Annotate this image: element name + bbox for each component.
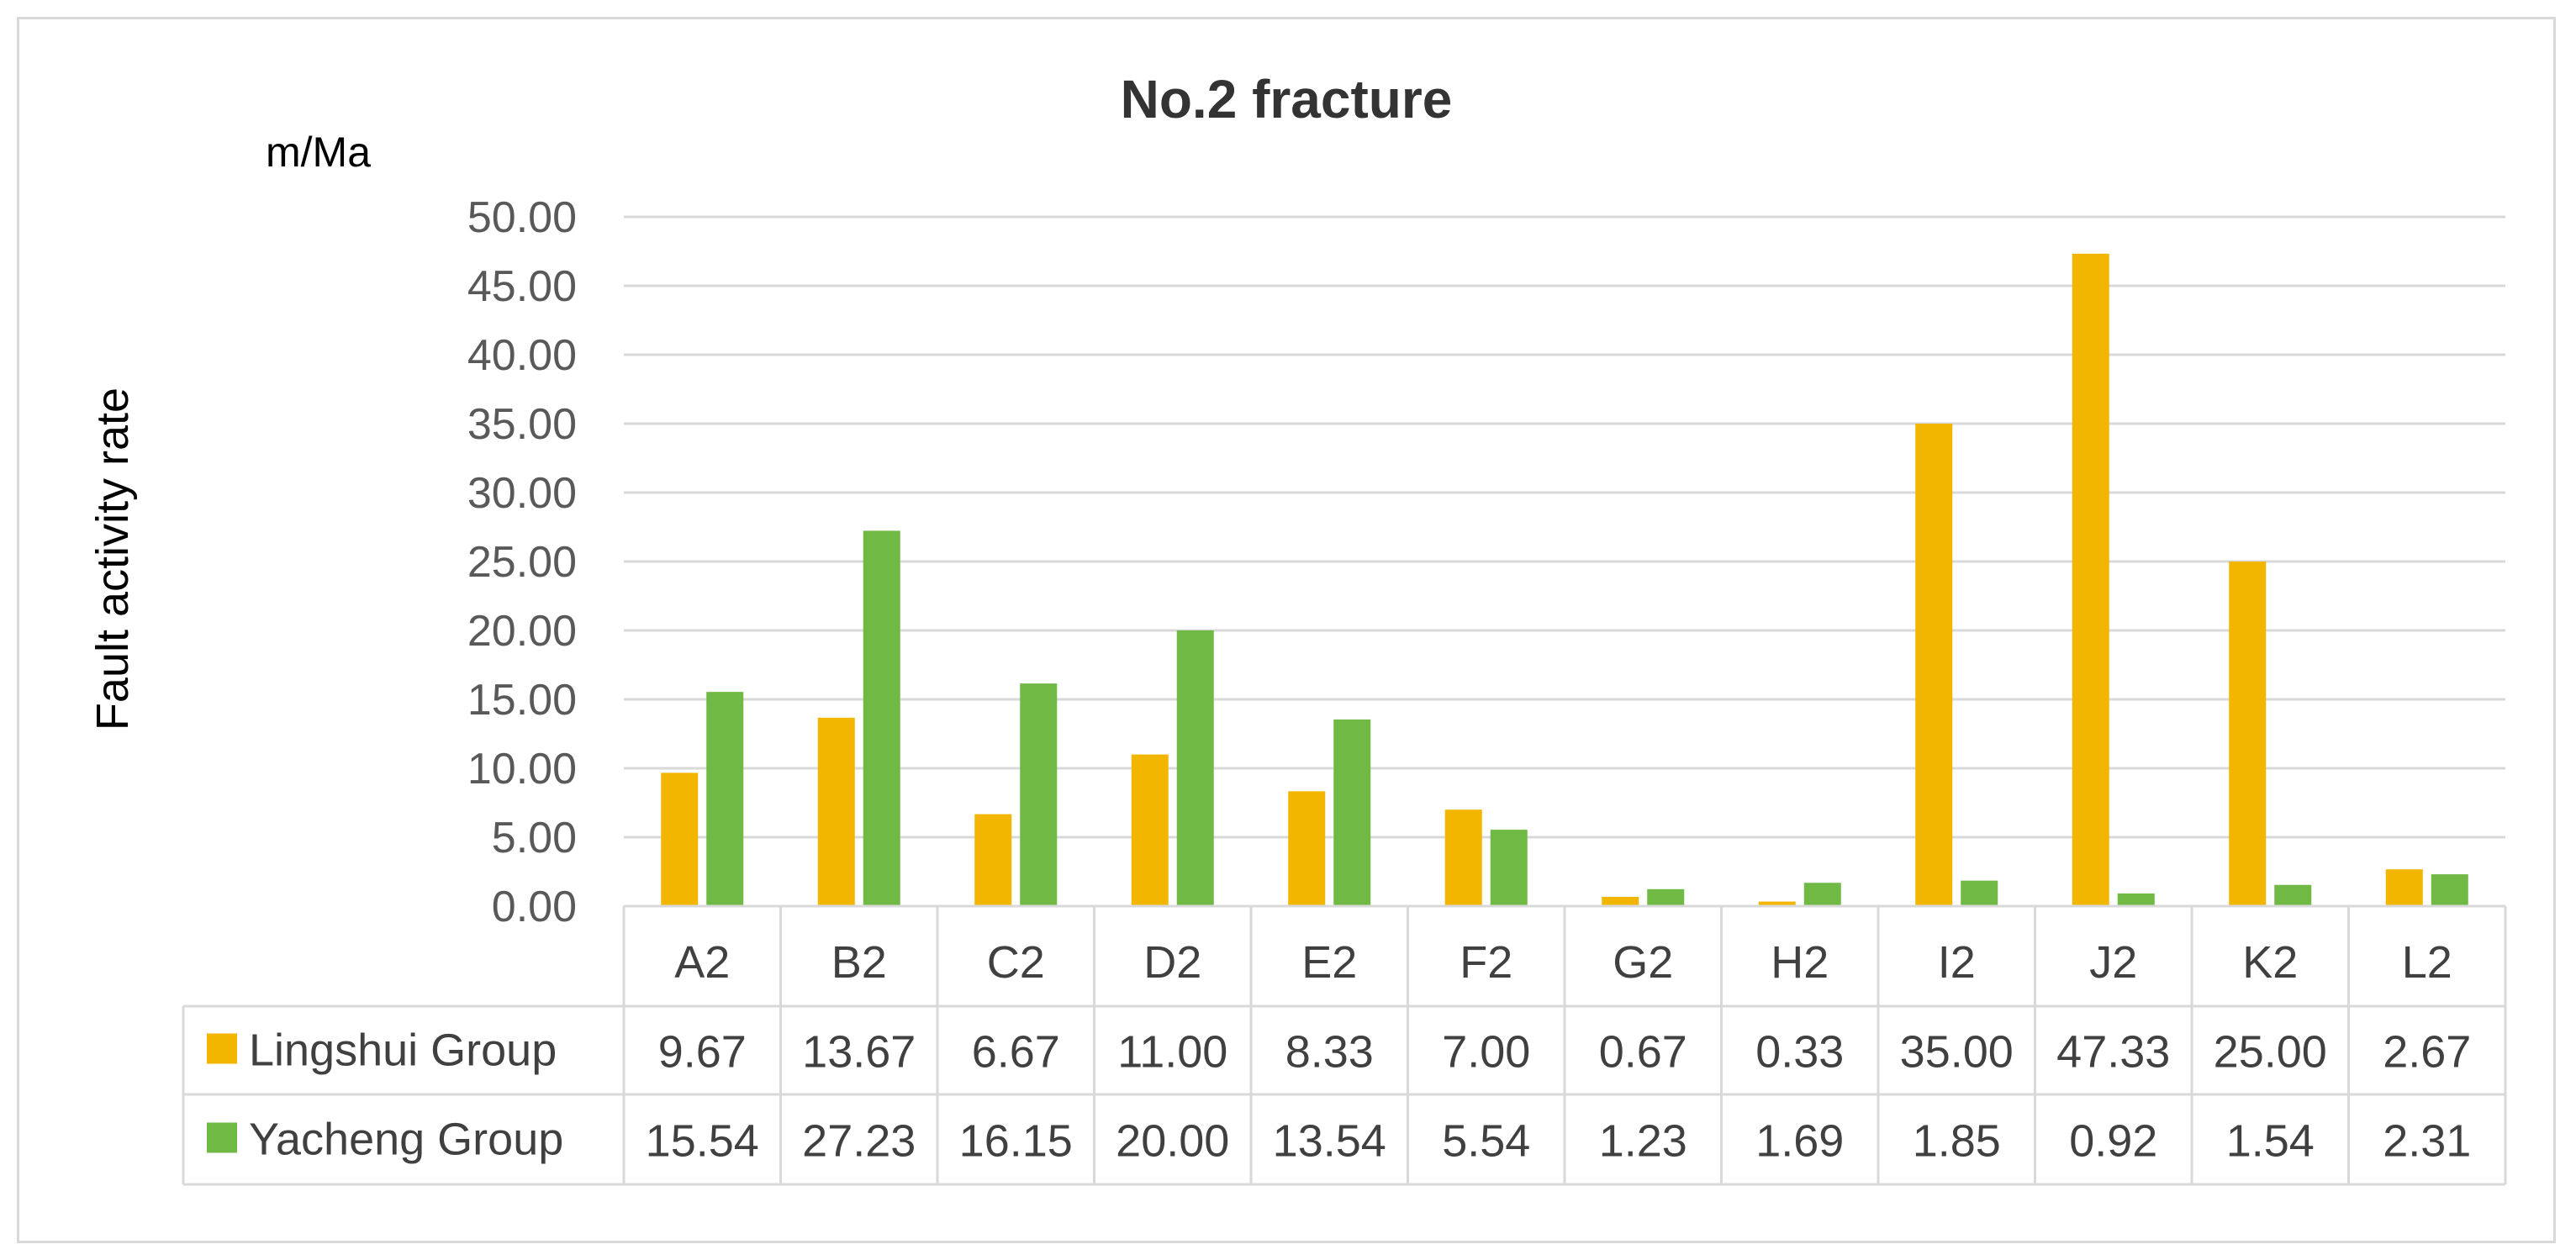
y-tick-label: 20.00 <box>467 607 577 656</box>
bar-yacheng-h2 <box>1803 883 1841 906</box>
category-label: G2 <box>1613 937 1673 988</box>
bar-yacheng-c2 <box>1020 683 1058 906</box>
table-cell-value: 7.00 <box>1442 1027 1530 1078</box>
bar-yacheng-f2 <box>1490 830 1528 906</box>
category-label: B2 <box>831 937 887 988</box>
y-unit-label: m/Ma <box>266 129 371 176</box>
category-label: L2 <box>2402 937 2452 988</box>
table-cell-value: 8.33 <box>1285 1027 1374 1078</box>
table-cell-value: 1.54 <box>2226 1116 2315 1167</box>
table-cell-value: 27.23 <box>802 1116 916 1167</box>
bar-yacheng-k2 <box>2274 884 2312 906</box>
bar-lingshui-e2 <box>1288 791 1326 906</box>
y-tick-label: 45.00 <box>467 262 577 311</box>
table-cell-value: 0.67 <box>1599 1027 1687 1078</box>
y-tick-label: 5.00 <box>492 814 577 862</box>
bar-lingshui-g2 <box>1602 897 1639 906</box>
legend-series-name: Lingshui Group <box>249 1025 557 1076</box>
table-cell-value: 15.54 <box>646 1116 759 1167</box>
bar-yacheng-j2 <box>2117 893 2155 906</box>
bar-lingshui-b2 <box>817 717 855 906</box>
y-tick-label: 0.00 <box>492 883 577 931</box>
legend-swatch <box>207 1033 237 1064</box>
table-cell-value: 35.00 <box>1900 1027 2014 1078</box>
table-cell-value: 13.54 <box>1273 1116 1386 1167</box>
table-cell-value: 6.67 <box>972 1027 1060 1078</box>
bar-lingshui-h2 <box>1758 901 1796 906</box>
legend-series-name: Yacheng Group <box>249 1115 563 1165</box>
y-tick-label: 35.00 <box>467 400 577 449</box>
y-tick-label: 50.00 <box>467 193 577 242</box>
category-label: E2 <box>1301 937 1357 988</box>
bar-yacheng-i2 <box>1961 880 1998 906</box>
bar-lingshui-j2 <box>2072 253 2109 907</box>
table-cell-value: 16.15 <box>959 1116 1073 1167</box>
table-cell-value: 20.00 <box>1116 1116 1229 1167</box>
category-label: K2 <box>2242 937 2298 988</box>
bar-yacheng-d2 <box>1176 630 1214 906</box>
category-label: D2 <box>1143 937 1201 988</box>
table-cell-value: 0.33 <box>1755 1027 1844 1078</box>
category-label: C2 <box>987 937 1045 988</box>
y-tick-label: 40.00 <box>467 331 577 380</box>
bar-lingshui-i2 <box>1915 424 1953 906</box>
bar-yacheng-b2 <box>863 530 900 906</box>
table-cell-value: 2.67 <box>2383 1027 2471 1078</box>
bar-lingshui-f2 <box>1444 809 1482 906</box>
table-cell-value: 13.67 <box>802 1027 916 1078</box>
y-tick-label: 30.00 <box>467 469 577 518</box>
bar-yacheng-a2 <box>706 692 744 906</box>
category-label: J2 <box>2089 937 2137 988</box>
table-cell-value: 47.33 <box>2056 1027 2170 1078</box>
category-label: H2 <box>1771 937 1829 988</box>
y-tick-label: 10.00 <box>467 745 577 793</box>
bars <box>661 253 2468 907</box>
bar-lingshui-l2 <box>2385 869 2423 906</box>
table-cell-value: 5.54 <box>1442 1116 1530 1167</box>
bar-lingshui-c2 <box>974 814 1012 906</box>
table-cell-value: 2.31 <box>2383 1116 2471 1167</box>
y-tick-labels: 0.00 5.00 10.00 15.00 20.00 25.00 30.00 35.00 40… <box>467 193 577 931</box>
bar-lingshui-a2 <box>661 772 699 906</box>
category-label: F2 <box>1460 937 1512 988</box>
bar-yacheng-l2 <box>2431 874 2468 906</box>
data-table: A2 B2 C2 D2 E2 F2 G2 H2 I2 J2 K2 L2 Lingshui Group 9.… <box>182 904 2507 1186</box>
table-cell-value: 1.23 <box>1599 1116 1687 1167</box>
chart-title: No.2 fracture <box>1121 69 1453 129</box>
table-cell-value: 25.00 <box>2214 1027 2327 1078</box>
table-cell-value: 11.00 <box>1117 1027 1227 1078</box>
bar-yacheng-g2 <box>1647 888 1685 906</box>
y-tick-label: 25.00 <box>467 538 577 587</box>
legend-swatch <box>207 1122 237 1153</box>
table-cell-value: 1.85 <box>1913 1116 2001 1167</box>
table-cell-value: 9.67 <box>658 1027 747 1078</box>
category-label: I2 <box>1938 937 1976 988</box>
bar-lingshui-d2 <box>1131 754 1169 906</box>
y-axis-label: Fault activity rate <box>87 387 138 730</box>
bar-lingshui-k2 <box>2229 561 2267 906</box>
table-cell-value: 1.69 <box>1755 1116 1844 1167</box>
gridlines <box>624 215 2505 908</box>
y-tick-label: 15.00 <box>467 676 577 725</box>
category-label: A2 <box>674 937 730 988</box>
bar-yacheng-e2 <box>1333 719 1371 906</box>
table-cell-value: 0.92 <box>2069 1116 2157 1167</box>
